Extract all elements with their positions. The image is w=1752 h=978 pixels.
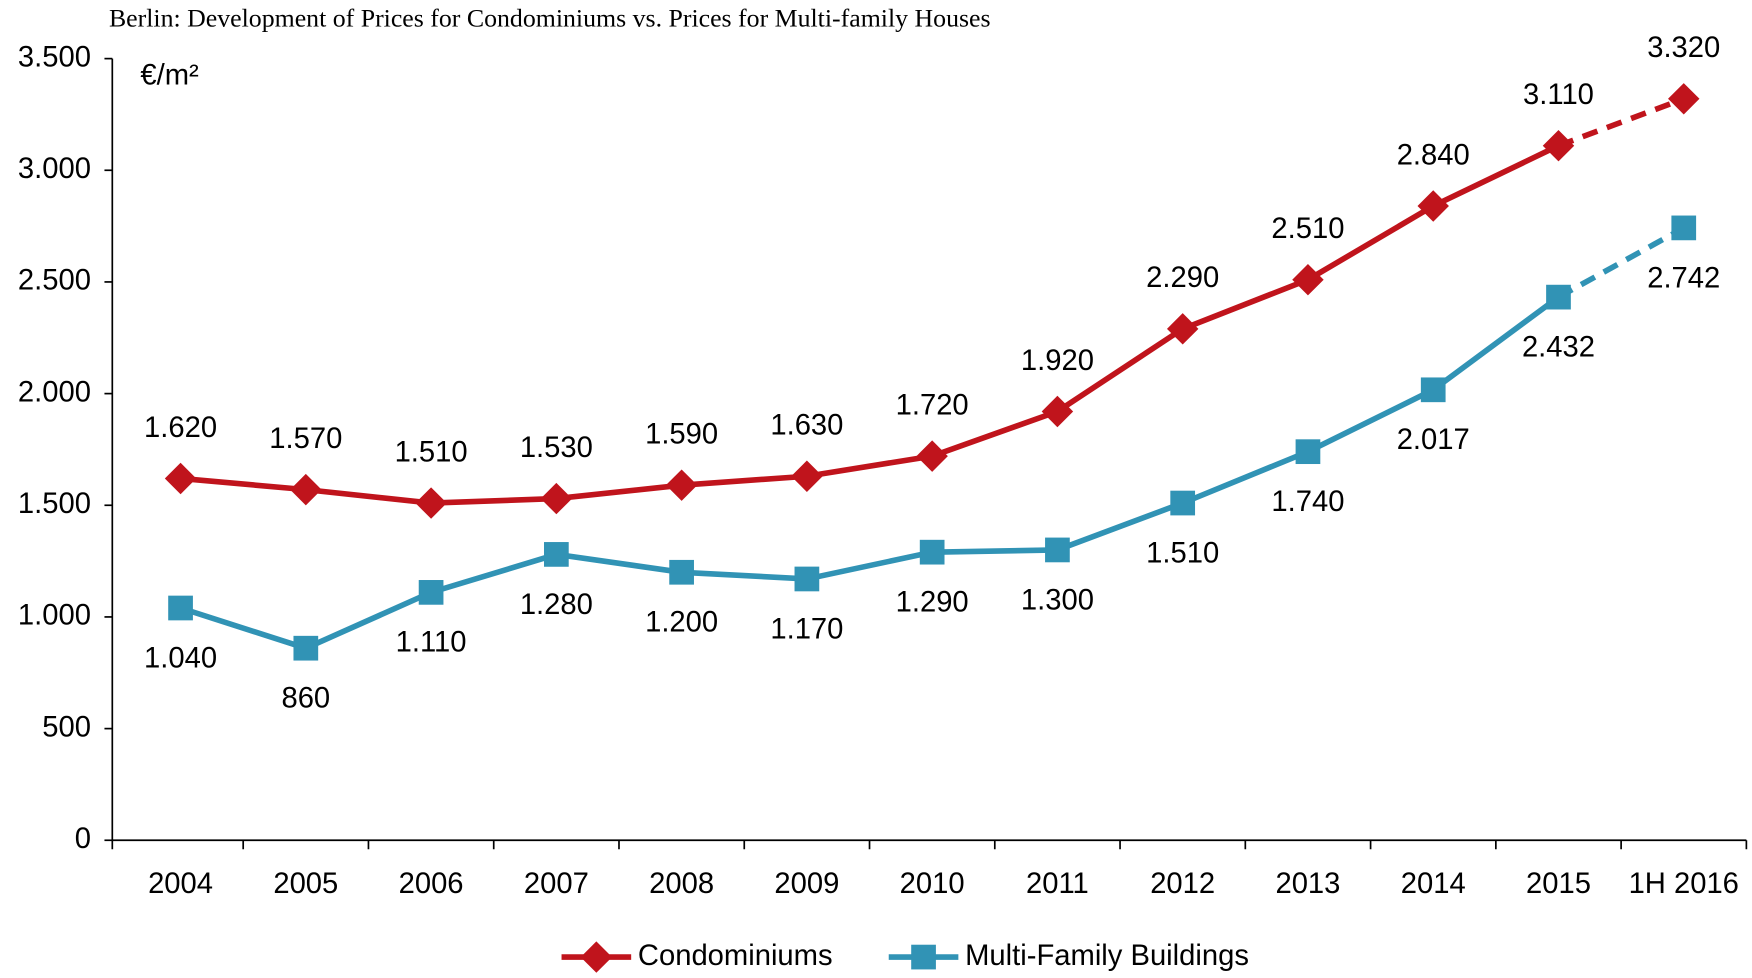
marker [791, 460, 823, 492]
data-label: 2.017 [1397, 424, 1470, 456]
marker [293, 635, 319, 661]
marker [415, 487, 447, 519]
marker [164, 462, 197, 495]
data-label: 3.320 [1647, 32, 1720, 64]
data-label: 2.432 [1522, 332, 1595, 364]
data-label: 1.510 [1146, 537, 1219, 569]
marker [418, 580, 444, 605]
y-tick-label: 1.500 [18, 488, 91, 520]
x-tick-label: 2009 [774, 868, 839, 900]
data-label: 1.570 [269, 423, 342, 455]
y-tick-label: 2.500 [18, 265, 91, 297]
legend-label: Multi-Family Buildings [965, 940, 1249, 972]
marker [1295, 439, 1321, 465]
x-tick-label: 2004 [148, 868, 213, 900]
series-line [1557, 96, 1685, 149]
marker [1546, 284, 1571, 310]
data-label: 1.620 [144, 412, 217, 444]
x-tick-label: 2013 [1275, 868, 1340, 900]
data-label: 860 [281, 683, 330, 715]
data-label: 2.742 [1647, 262, 1720, 294]
unit-label: €/m² [140, 59, 199, 91]
data-label: 1.170 [770, 613, 843, 645]
marker [1045, 537, 1070, 563]
data-label: 1.510 [395, 436, 468, 468]
data-label: 2.840 [1397, 139, 1470, 171]
marker [544, 542, 569, 567]
series-line [179, 294, 1561, 652]
data-label: 1.040 [144, 642, 217, 674]
marker [1041, 395, 1074, 428]
data-label: 1.530 [520, 432, 593, 464]
marker [669, 559, 694, 585]
x-tick-label: 2014 [1401, 868, 1466, 900]
x-tick-label: 2012 [1150, 868, 1215, 900]
data-label: 1.590 [645, 418, 718, 450]
data-label: 3.110 [1523, 79, 1594, 111]
marker [1668, 83, 1700, 115]
x-tick-label: 2011 [1026, 868, 1089, 900]
legend-marker [911, 944, 936, 970]
y-tick-label: 0 [75, 823, 91, 855]
data-label: 2.510 [1271, 213, 1344, 245]
x-tick-label: 2010 [900, 868, 965, 900]
marker [916, 440, 948, 472]
legend-label: Condominiums [638, 940, 833, 972]
legend-marker [580, 941, 613, 973]
marker [1542, 129, 1575, 162]
marker [665, 469, 698, 501]
marker [1420, 377, 1446, 403]
y-tick-label: 500 [42, 711, 91, 743]
y-tick-label: 2.000 [18, 376, 91, 408]
data-label: 1.630 [770, 410, 843, 442]
series-line [180, 143, 1560, 506]
y-tick-label: 3.500 [18, 41, 91, 73]
marker [290, 473, 322, 506]
data-label: 1.920 [1021, 345, 1094, 377]
data-label: 1.290 [896, 587, 969, 619]
x-tick-label: 2015 [1526, 868, 1591, 900]
y-tick-label: 1.000 [18, 600, 91, 632]
marker [540, 482, 573, 515]
marker [168, 595, 193, 621]
marker [1170, 490, 1196, 516]
marker [919, 539, 945, 565]
data-label: 1.720 [896, 389, 969, 421]
x-tick-label: 2007 [524, 868, 589, 900]
data-label: 1.740 [1271, 486, 1344, 518]
data-label: 1.110 [396, 627, 467, 659]
x-tick-label: 2006 [399, 868, 464, 900]
data-label: 1.200 [645, 607, 718, 639]
marker [1417, 190, 1449, 222]
data-label: 1.300 [1021, 584, 1094, 616]
x-tick-label: 1H 2016 [1629, 868, 1739, 900]
marker [1166, 313, 1199, 345]
x-tick-label: 2008 [649, 868, 714, 900]
chart-title: Berlin: Development of Prices for Condom… [109, 3, 991, 32]
marker [1292, 263, 1324, 296]
marker [794, 566, 820, 592]
data-label: 2.290 [1146, 262, 1219, 294]
y-tick-label: 3.000 [18, 153, 91, 185]
data-label: 1.280 [520, 589, 593, 621]
marker [1671, 215, 1697, 241]
x-tick-label: 2005 [273, 868, 338, 900]
